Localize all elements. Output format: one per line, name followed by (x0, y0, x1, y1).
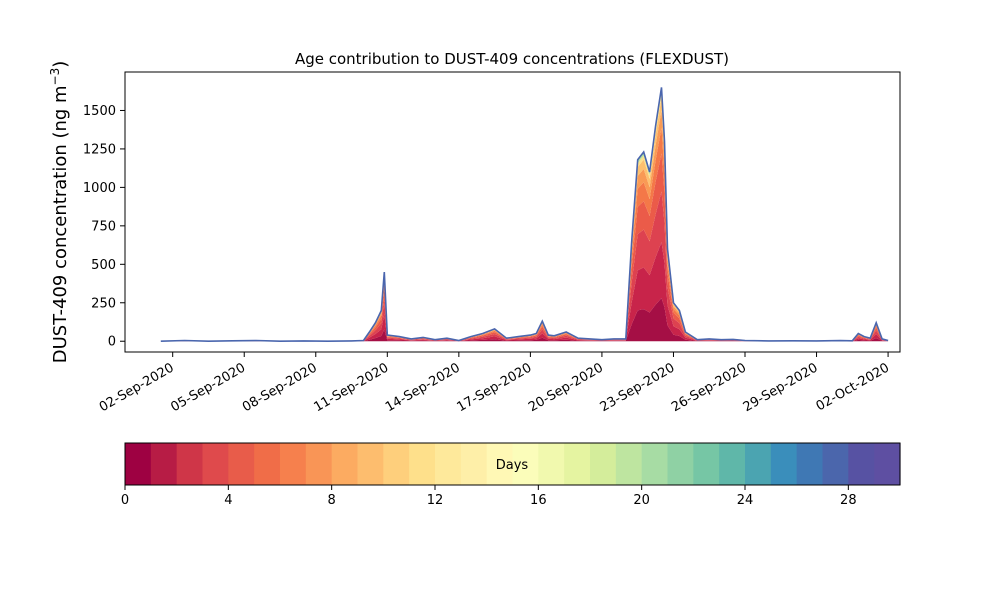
colorbar-cell (512, 443, 539, 485)
colorbar-cell (590, 443, 617, 485)
colorbar-cell (305, 443, 333, 485)
y-axis-label-sup: −3 (48, 68, 62, 86)
y-tick-label: 750 (91, 219, 116, 234)
x-tick-label: 20-Sep-2020 (526, 360, 606, 415)
x-tick-label: 02-Oct-2020 (814, 360, 892, 414)
x-tick-label: 02-Sep-2020 (97, 360, 177, 415)
colorbar-cell (409, 443, 436, 485)
age-band-4-6-days (160, 191, 889, 342)
x-tick-label: 23-Sep-2020 (598, 360, 678, 415)
colorbar-cell (228, 443, 255, 485)
colorbar-cell (719, 443, 746, 485)
colorbar-tick-label: 0 (121, 493, 129, 508)
x-tick-label: 14-Sep-2020 (383, 360, 463, 415)
age-bands (160, 87, 889, 342)
colorbar-tick-label: 8 (328, 493, 336, 508)
colorbar-cell (796, 443, 824, 485)
chart-title: Age contribution to DUST-409 concentrati… (295, 50, 729, 68)
y-tick-label: 250 (91, 296, 116, 311)
age-band-10-12-days (160, 110, 889, 342)
colorbar-tick-label: 16 (530, 493, 547, 508)
y-tick-label: 0 (108, 335, 116, 350)
colorbar-cell (460, 443, 488, 485)
colorbar-label: Days (496, 458, 529, 473)
colorbar-cell (125, 443, 152, 485)
age-band-6-8-days (160, 153, 889, 342)
y-axis: 0 250 500 750 1000 1250 1500 (83, 104, 125, 350)
colorbar-cell (667, 443, 694, 485)
colorbar-cell (383, 443, 410, 485)
total-outline-series (160, 87, 889, 343)
y-tick-label: 1250 (83, 142, 116, 157)
y-axis-label: DUST-409 concentration (ng m−3) (48, 61, 71, 364)
x-tick-label: 17-Sep-2020 (455, 360, 535, 415)
colorbar-cell (150, 443, 178, 485)
colorbar-tick-label: 20 (633, 493, 650, 508)
x-tick-label: 29-Sep-2020 (741, 360, 821, 415)
colorbar-cell (822, 443, 849, 485)
colorbar-cells (125, 443, 901, 485)
age-band-16-22-days (160, 92, 889, 342)
colorbar-cell (254, 443, 281, 485)
axes-frame (124, 71, 901, 353)
colorbar-cell (280, 443, 307, 485)
colorbar-tick-label: 24 (737, 493, 754, 508)
colorbar-cell (538, 443, 565, 485)
y-axis-label-text: DUST-409 concentration (ng m (50, 85, 71, 363)
plot-area: 0 250 500 750 1000 1250 1500 02-Sep-202005-Sep… (83, 71, 901, 415)
colorbar: Days 0 4 8 12 16 20 24 28 (121, 442, 901, 508)
age-band-2-4-days (160, 242, 889, 342)
colorbar-cell (202, 443, 229, 485)
colorbar-frame (124, 442, 901, 486)
colorbar-cell (331, 443, 359, 485)
x-tick-label: 11-Sep-2020 (311, 360, 391, 415)
age-band-0-2-days (160, 298, 889, 342)
colorbar-cell (486, 443, 514, 485)
colorbar-tick-label: 4 (224, 493, 232, 508)
y-axis-label-close: ) (50, 61, 71, 68)
colorbar-cell (770, 443, 798, 485)
colorbar-tick-label: 12 (427, 493, 444, 508)
colorbar-cell (435, 443, 462, 485)
x-axis: 02-Sep-202005-Sep-202008-Sep-202011-Sep-… (97, 352, 892, 415)
colorbar-cell (176, 443, 204, 485)
age-band-22-30-days (160, 87, 889, 342)
colorbar-ticks: 0 4 8 12 16 20 24 28 (121, 485, 857, 508)
age-band-8-10-days (160, 128, 889, 342)
colorbar-tick-label: 28 (840, 493, 857, 508)
colorbar-cell (615, 443, 643, 485)
colorbar-cell (564, 443, 591, 485)
y-tick-label: 1000 (83, 181, 116, 196)
x-tick-label: 26-Sep-2020 (669, 360, 749, 415)
age-band-12-16-days (160, 97, 889, 342)
colorbar-cell (641, 443, 669, 485)
colorbar-cell (874, 443, 901, 485)
x-tick-label: 08-Sep-2020 (240, 360, 320, 415)
y-tick-label: 500 (91, 258, 116, 273)
y-tick-label: 1500 (83, 104, 116, 119)
colorbar-cell (357, 443, 384, 485)
x-tick-label: 05-Sep-2020 (168, 360, 248, 415)
colorbar-cell (848, 443, 875, 485)
colorbar-cell (745, 443, 772, 485)
colorbar-cell (693, 443, 720, 485)
